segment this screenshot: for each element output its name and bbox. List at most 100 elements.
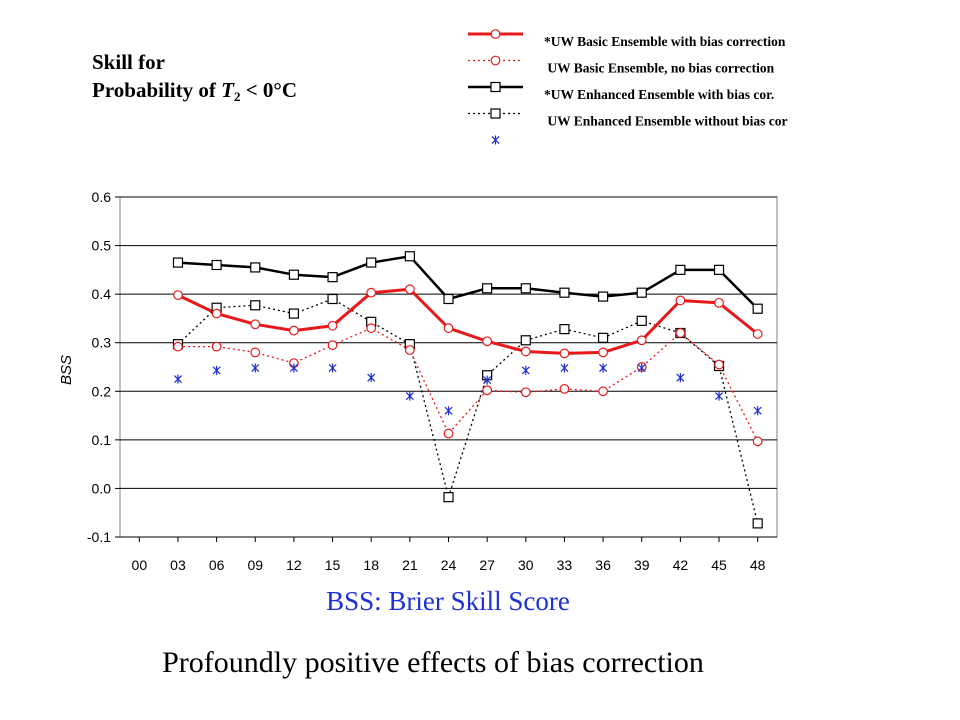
data-point [636, 315, 647, 326]
y-tick-label: -0.1 [87, 529, 111, 545]
series-line [177, 287, 759, 355]
legend-marker [490, 108, 501, 119]
data-point [637, 363, 646, 373]
x-tick-label: 21 [402, 557, 418, 573]
title-prefix: Probability of [92, 78, 222, 102]
data-point [560, 363, 569, 373]
data-point [443, 428, 454, 439]
y-tick-label: 0.5 [92, 238, 112, 254]
data-point [250, 319, 261, 330]
data-point [366, 323, 377, 334]
data-point [520, 346, 531, 357]
legend-label: UW Enhanced Ensemble without bias cor [544, 114, 788, 129]
data-point [211, 308, 222, 319]
data-point [675, 295, 686, 306]
data-point [327, 293, 338, 305]
data-point [559, 287, 570, 298]
x-tick-label: 15 [325, 557, 341, 573]
data-point [250, 262, 261, 273]
data-point [597, 291, 609, 302]
x-tick-label: 00 [132, 557, 148, 573]
data-point [173, 290, 183, 301]
data-point [250, 300, 261, 311]
legend-entry: UW Basic Ensemble, no bias correction [468, 55, 775, 76]
legend-marker [490, 81, 501, 93]
data-point [173, 374, 182, 384]
data-point [483, 375, 492, 385]
legend-label: UW Basic Ensemble, no bias correction [544, 61, 775, 76]
data-point [327, 272, 338, 283]
data-point [752, 436, 763, 447]
data-point [250, 347, 261, 358]
x-tick-label: 03 [170, 557, 186, 573]
data-point [173, 341, 183, 352]
data-point [753, 406, 762, 416]
x-tick-label: 24 [441, 557, 457, 573]
legend-marker [490, 55, 501, 66]
data-point [404, 251, 415, 262]
title-line-1: Skill for [92, 50, 165, 74]
y-tick-label: 0.0 [92, 480, 112, 496]
title-suffix: < 0°C [240, 78, 297, 102]
data-point [482, 385, 493, 396]
y-tick-label: 0.1 [92, 432, 112, 448]
chart-title: Skill for Probability of T2 < 0°C [92, 48, 432, 111]
data-point [289, 325, 299, 336]
data-point [520, 283, 531, 294]
data-point [288, 308, 300, 319]
data-point [212, 365, 221, 375]
x-tick-label: 30 [518, 557, 534, 573]
legend: *UW Basic Ensemble with bias correction … [468, 29, 788, 145]
x-tick-label: 12 [286, 557, 302, 573]
data-point [752, 303, 763, 314]
data-point [211, 341, 222, 352]
y-tick-label: 0.3 [92, 335, 112, 351]
data-point [636, 335, 647, 346]
x-tick-label: 33 [557, 557, 573, 573]
data-point [443, 492, 454, 503]
data-point [366, 257, 377, 268]
data-point [482, 283, 493, 294]
x-tick-label: 39 [634, 557, 650, 573]
legend-entry: *UW Enhanced Ensemble with bias cor. [468, 81, 774, 102]
legend-entry: UW Enhanced Ensemble without bias cor [468, 108, 788, 129]
data-point [404, 284, 415, 295]
data-point [714, 297, 724, 308]
data-point [366, 287, 377, 298]
data-point [636, 287, 647, 298]
data-point [676, 373, 685, 383]
data-point [598, 347, 608, 358]
data-point [327, 320, 338, 331]
data-point [211, 259, 222, 271]
y-tick-label: 0.6 [92, 189, 112, 205]
data-point [714, 359, 724, 370]
bss-caption: BSS: Brier Skill Score [326, 586, 570, 616]
data-point [404, 345, 415, 355]
data-point [675, 264, 686, 275]
data-point [520, 387, 531, 398]
data-point [752, 329, 763, 339]
legend-label: *UW Basic Ensemble with bias correction [544, 34, 786, 49]
legend-marker [491, 135, 500, 145]
x-tick-label: 45 [711, 557, 727, 573]
series-line [178, 327, 759, 442]
data-point [367, 373, 376, 383]
legend-entry: *UW Basic Ensemble with bias correction [468, 29, 786, 49]
data-point [675, 328, 686, 338]
y-axis-title: BSS [58, 355, 75, 385]
legend-label: *UW Enhanced Ensemble with bias cor. [544, 87, 774, 102]
data-point [597, 332, 609, 343]
data-point [559, 383, 570, 394]
title-line-2: Probability of T2 < 0°C [92, 76, 432, 111]
x-tick-label: 09 [247, 557, 263, 573]
effect-caption: Profoundly positive effects of bias corr… [162, 646, 704, 679]
data-point [713, 264, 725, 275]
legend-marker [490, 29, 501, 39]
data-point [599, 363, 608, 373]
series-line [177, 298, 759, 524]
data-point [288, 269, 300, 280]
x-tick-label: 06 [209, 557, 225, 573]
data-point [559, 324, 570, 335]
data-point [443, 293, 454, 305]
